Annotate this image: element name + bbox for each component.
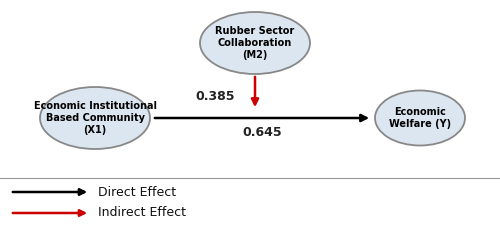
Text: 0.385: 0.385 [195, 90, 235, 102]
Ellipse shape [40, 87, 150, 149]
Text: Rubber Sector
Collaboration
(M2): Rubber Sector Collaboration (M2) [216, 26, 294, 60]
Text: Economic Institutional
Based Community
(X1): Economic Institutional Based Community (… [34, 101, 156, 135]
Ellipse shape [375, 90, 465, 145]
Text: Economic
Welfare (Y): Economic Welfare (Y) [389, 107, 451, 129]
Ellipse shape [200, 12, 310, 74]
Text: 0.645: 0.645 [242, 126, 282, 140]
Text: Direct Effect: Direct Effect [98, 185, 176, 199]
Text: Indirect Effect: Indirect Effect [98, 207, 186, 219]
